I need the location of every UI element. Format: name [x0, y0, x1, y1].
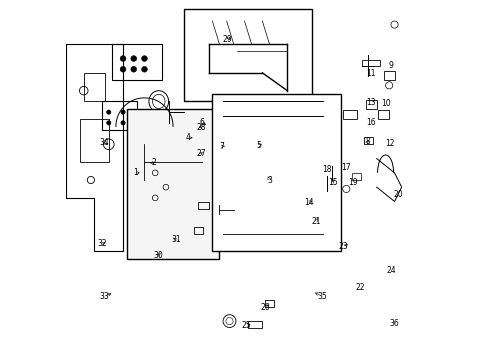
- Text: 11: 11: [365, 69, 375, 78]
- Text: 30: 30: [153, 251, 163, 260]
- Text: 4: 4: [185, 133, 190, 142]
- Bar: [219, 21, 231, 30]
- Text: 10: 10: [380, 99, 389, 108]
- Text: 20: 20: [392, 190, 402, 199]
- Circle shape: [120, 66, 125, 72]
- Text: 13: 13: [365, 98, 375, 107]
- Text: 15: 15: [327, 178, 337, 187]
- Text: 7: 7: [219, 142, 224, 151]
- Text: 25: 25: [241, 321, 250, 330]
- Bar: [351, 173, 360, 180]
- Bar: [383, 71, 394, 80]
- Text: 19: 19: [348, 178, 358, 187]
- Bar: [83, 73, 105, 102]
- Text: 22: 22: [354, 283, 364, 292]
- Bar: [378, 111, 388, 119]
- Text: 18: 18: [321, 165, 331, 174]
- Circle shape: [142, 66, 147, 72]
- Text: 36: 36: [389, 319, 399, 328]
- Text: 3: 3: [266, 176, 271, 185]
- Bar: [126, 109, 219, 258]
- Text: 24: 24: [386, 266, 395, 275]
- Text: 31: 31: [171, 235, 181, 244]
- Text: 5: 5: [256, 141, 261, 150]
- Bar: [365, 100, 376, 109]
- Bar: [102, 102, 137, 130]
- Bar: [312, 129, 319, 136]
- Text: 35: 35: [317, 292, 326, 301]
- Circle shape: [142, 56, 147, 62]
- Bar: [287, 73, 301, 84]
- Circle shape: [106, 110, 111, 114]
- Circle shape: [131, 56, 136, 62]
- Bar: [212, 94, 340, 251]
- Text: 16: 16: [365, 118, 375, 127]
- Bar: [183, 9, 312, 102]
- Text: 14: 14: [304, 198, 313, 207]
- Text: 12: 12: [385, 139, 394, 148]
- Text: 28: 28: [196, 123, 205, 132]
- Bar: [198, 202, 208, 208]
- Circle shape: [120, 56, 125, 62]
- Bar: [198, 46, 210, 55]
- Text: 27: 27: [196, 149, 205, 158]
- Text: 8: 8: [365, 137, 369, 146]
- Text: 21: 21: [310, 217, 320, 226]
- Circle shape: [121, 110, 125, 114]
- Text: 17: 17: [341, 163, 350, 172]
- Bar: [364, 137, 372, 144]
- Text: 2: 2: [151, 158, 156, 167]
- Bar: [198, 71, 210, 80]
- Bar: [112, 44, 162, 80]
- Circle shape: [131, 66, 136, 72]
- Bar: [247, 321, 262, 328]
- Circle shape: [106, 121, 111, 125]
- Text: 6: 6: [199, 118, 203, 127]
- Text: 23: 23: [338, 242, 348, 251]
- Bar: [80, 119, 108, 162]
- Text: 33: 33: [100, 292, 109, 301]
- Bar: [264, 300, 273, 307]
- Bar: [194, 227, 203, 234]
- Bar: [255, 171, 290, 180]
- Text: 34: 34: [100, 138, 109, 147]
- Text: 29: 29: [223, 35, 232, 44]
- Bar: [247, 230, 308, 248]
- Bar: [362, 60, 380, 66]
- Text: 1: 1: [133, 168, 138, 177]
- Text: 26: 26: [260, 303, 269, 312]
- Bar: [342, 111, 356, 119]
- Circle shape: [121, 121, 125, 125]
- Text: 32: 32: [98, 239, 107, 248]
- Bar: [304, 150, 313, 157]
- Text: 9: 9: [388, 61, 392, 70]
